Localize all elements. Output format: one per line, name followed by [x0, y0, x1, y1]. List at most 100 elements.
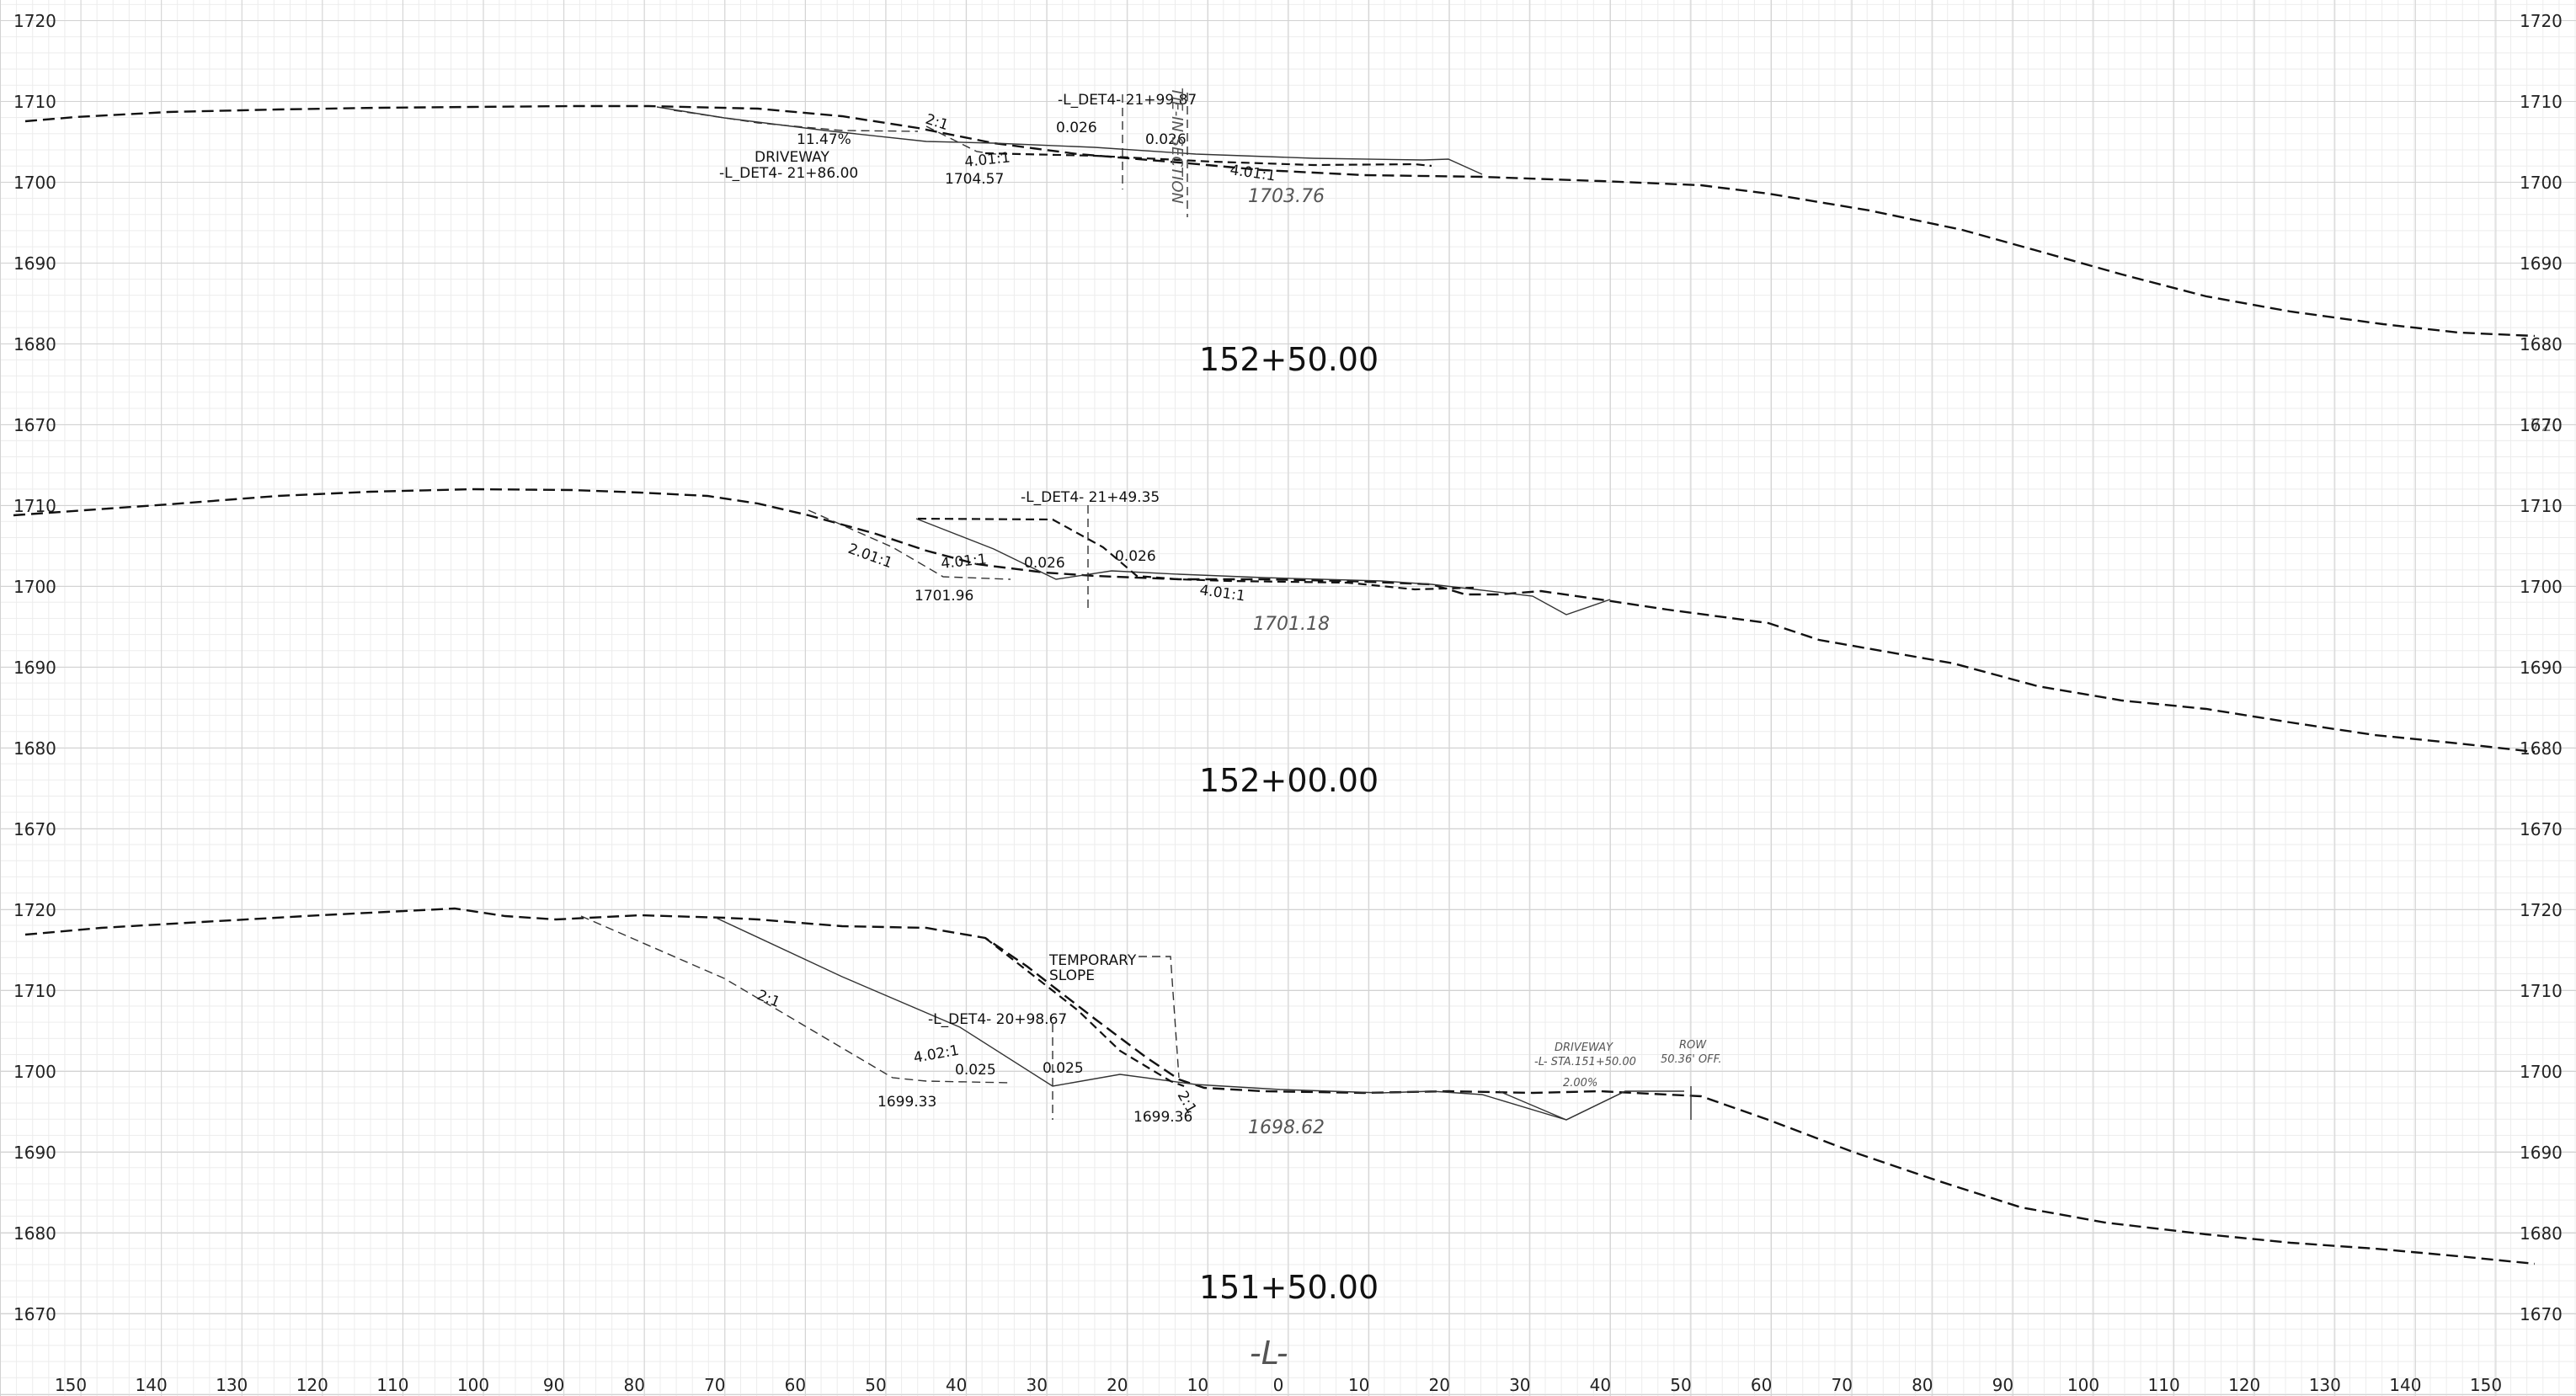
elev-label: 1670: [13, 819, 56, 839]
slope-line: [580, 915, 1011, 1084]
temporary-slope-label: TEMPORARY: [1048, 952, 1137, 969]
elev-label: 1710: [13, 92, 56, 112]
existing-ground-line: [24, 907, 2536, 1265]
offset-tick-label: 20: [1428, 1375, 1449, 1395]
offset-tick-label: 130: [216, 1375, 248, 1395]
offset-tick-label: 110: [2148, 1375, 2180, 1395]
elev-label: 1720: [2520, 900, 2563, 920]
offset-tick-label: 140: [136, 1375, 168, 1395]
slope-label: 4.01:1: [963, 149, 1011, 171]
elev-label: 1670: [2520, 819, 2563, 839]
offset-tick-label: 120: [2228, 1375, 2260, 1395]
slope-line: [808, 509, 1011, 580]
row-note: ROW: [1679, 1039, 1707, 1052]
station-label: 152+50.00: [1199, 341, 1379, 378]
slope-label: 4.01:1: [940, 551, 987, 573]
handwritten-vertical-note: TIE-IN SECTION: [1168, 88, 1186, 204]
elev-label: 1670: [13, 415, 56, 435]
low-point-elevation: 1699.36: [1133, 1109, 1192, 1126]
elev-label: 1680: [2520, 334, 2563, 354]
elev-label: 1720: [13, 900, 56, 920]
offset-tick-label: 50: [865, 1375, 886, 1395]
offset-tick-label: 50: [1670, 1375, 1691, 1395]
elevation-labels-right: 1720 1710 1700 1690 1680 1670 1720 1710 …: [2520, 11, 2563, 1324]
elev-label: 1680: [13, 1223, 56, 1244]
centerline-symbol: -L-: [1250, 1335, 1288, 1372]
driveway-ditch: [1498, 1090, 1626, 1121]
offset-tick-label: 90: [1992, 1375, 2013, 1395]
offset-tick-labels: 150 140 130 120 110 100 90 80 70 60 50 40 30 20 10 0 10 2…: [55, 1375, 2502, 1395]
elev-label: 1690: [13, 253, 56, 274]
driveway-station-label: -L_DET4- 21+86.00: [719, 165, 858, 182]
offset-tick-label: 30: [1509, 1375, 1530, 1395]
slope-line: [925, 125, 1003, 156]
elev-label: 1680: [2520, 1223, 2563, 1244]
temporary-slope-line: [984, 937, 1185, 1088]
temporary-slope-label-2: SLOPE: [1049, 967, 1095, 984]
section-151-50: TEMPORARY SLOPE -L_DET4- 20+98.67 2:1 4.…: [24, 907, 2536, 1306]
offset-tick-label: 70: [1831, 1375, 1852, 1395]
elev-label: 1720: [2520, 11, 2563, 31]
offset-tick-label: 100: [457, 1375, 489, 1395]
elevation-labels-left: 1720 1710 1700 1690 1680 1670 1710 1700 …: [13, 11, 56, 1324]
elev-label: 1710: [2520, 496, 2563, 516]
temporary-slope-leader: [1139, 956, 1180, 1079]
handwritten-elevation: 1701.18: [1253, 614, 1330, 635]
elev-label: 1700: [2520, 577, 2563, 597]
offset-tick-label: 20: [1107, 1375, 1128, 1395]
elev-label: 1700: [2520, 173, 2563, 193]
elev-label: 1700: [13, 173, 56, 193]
offset-tick-label: 60: [1751, 1375, 1772, 1395]
cross-slope-label: 0.026: [1145, 131, 1187, 148]
section-152-50: -L_DET4- 21+99.87 11.47% DRIVEWAY -L_DET…: [24, 88, 2536, 378]
offset-tick-label: 100: [2067, 1375, 2099, 1395]
cross-slope-label: 0.025: [1043, 1060, 1084, 1077]
cross-slope-label: 0.026: [1056, 120, 1097, 136]
offset-tick-label: 120: [296, 1375, 328, 1395]
station-tie-label: -L_DET4- 21+99.87: [1058, 92, 1197, 109]
slope-label: 2:1: [755, 987, 782, 1011]
offset-tick-label: 110: [376, 1375, 408, 1395]
elev-label: 1720: [2520, 415, 2563, 435]
elev-label: 1690: [13, 658, 56, 678]
offset-axis: -L- 150 140 130 120 110 100 90 80 70 60 50 40 30 20 10…: [55, 1335, 2502, 1395]
cross-slope-label: 0.026: [1024, 555, 1065, 572]
existing-ground-line: [24, 104, 2536, 338]
elev-label: 1670: [13, 1304, 56, 1324]
elev-label: 1680: [13, 738, 56, 759]
offset-tick-label: 10: [1187, 1375, 1208, 1395]
low-point-elevation: 1704.57: [945, 171, 1004, 188]
elev-label: 1700: [13, 1062, 56, 1082]
cross-slope-label: 0.025: [955, 1062, 996, 1079]
elev-label: 1670: [2520, 1304, 2563, 1324]
subgrade-line: [917, 517, 1475, 591]
elev-label: 1710: [2520, 92, 2563, 112]
subgrade-line: [984, 152, 1432, 168]
row-offset-note: 50.36' OFF.: [1661, 1053, 1722, 1066]
elev-label: 1680: [13, 334, 56, 354]
offset-tick-label: 70: [704, 1375, 725, 1395]
elev-label: 1690: [2520, 658, 2563, 678]
offset-tick-label: 30: [1026, 1375, 1047, 1395]
station-label: 151+50.00: [1199, 1269, 1379, 1306]
offset-tick-label: 80: [1912, 1375, 1933, 1395]
slope-label: 4.01:1: [1229, 162, 1277, 184]
slope-label: 4.02:1: [912, 1042, 960, 1067]
elev-label: 1690: [2520, 253, 2563, 274]
elev-label: 1710: [2520, 981, 2563, 1001]
proposed-grade-line: [915, 518, 1611, 615]
offset-tick-label: 150: [2470, 1375, 2502, 1395]
elev-label: 1670: [2520, 415, 2563, 435]
handwritten-elevation: 1703.76: [1248, 186, 1325, 207]
driveway-station-note: -L- STA.151+50.00: [1534, 1056, 1636, 1068]
driveway-grade-note: 2.00%: [1563, 1077, 1597, 1090]
offset-tick-label: 0: [1273, 1375, 1284, 1395]
offset-tick-label: 40: [946, 1375, 967, 1395]
existing-ground-line: [13, 488, 2536, 754]
proposed-grade-line: [656, 106, 1483, 175]
station-tie-label: -L_DET4- 20+98.67: [928, 1011, 1067, 1028]
driveway-label: DRIVEWAY: [755, 149, 829, 166]
proposed-grade-line: [715, 917, 1684, 1121]
offset-tick-label: 90: [543, 1375, 564, 1395]
